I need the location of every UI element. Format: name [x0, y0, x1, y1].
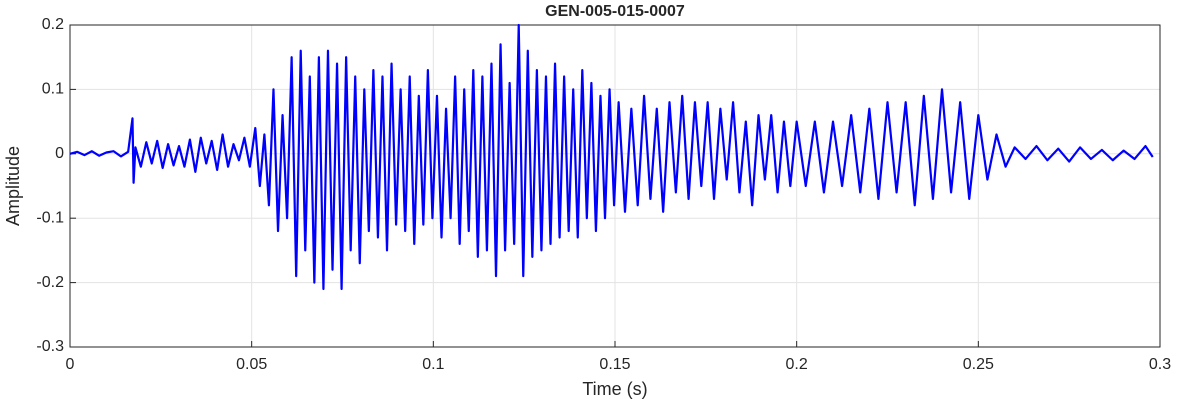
- x-tick-label: 0.15: [599, 356, 630, 373]
- x-tick-label: 0.05: [236, 356, 267, 373]
- x-tick-label: 0.2: [786, 356, 808, 373]
- y-tick-label: 0.2: [42, 16, 64, 33]
- x-tick-label: 0.25: [963, 356, 994, 373]
- waveform-line: [69, 23, 1154, 291]
- y-tick-label: -0.1: [36, 209, 64, 226]
- x-tick-label: 0.1: [422, 356, 444, 373]
- y-tick-label: -0.3: [36, 338, 64, 355]
- y-axis-label: Amplitude: [3, 146, 23, 226]
- x-tick-label: 0: [66, 356, 75, 373]
- y-tick-label: 0.1: [42, 81, 64, 98]
- y-tick-label: -0.2: [36, 274, 64, 291]
- axes-box: [69, 24, 1161, 348]
- x-axis-label: Time (s): [582, 379, 647, 399]
- chart-title: GEN-005-015-0007: [545, 3, 685, 20]
- x-tick-label: 0.3: [1149, 356, 1171, 373]
- y-tick-label: 0: [55, 145, 64, 162]
